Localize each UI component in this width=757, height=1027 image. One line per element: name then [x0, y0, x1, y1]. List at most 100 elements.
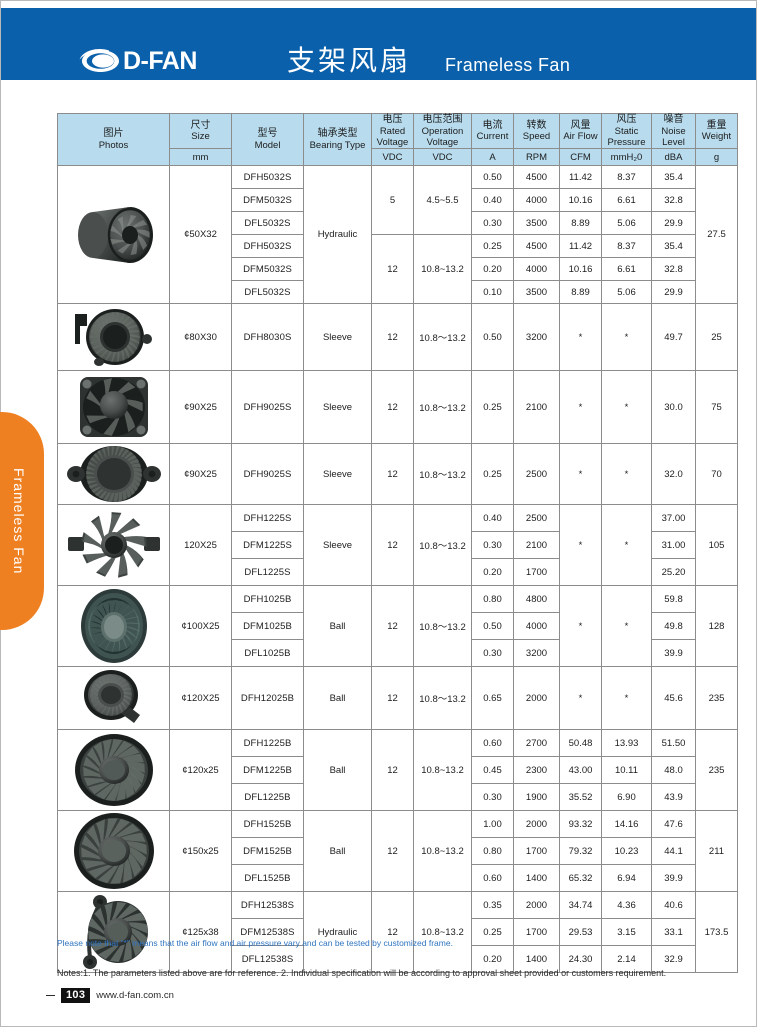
speed-cell: 3500 — [513, 280, 560, 305]
operation-voltage-cell: 10.8～13.2 — [413, 303, 472, 372]
fan-photo-large-impeller — [73, 813, 154, 890]
air-flow-cell: * — [559, 370, 602, 445]
current-cell: 0.20 — [471, 558, 514, 587]
footer-website-url: www.d-fan.com.cn — [96, 990, 174, 1001]
weight-cell: 25 — [695, 303, 738, 372]
weight-cell: 70 — [695, 443, 738, 506]
fan-model-cell: DFM5032S — [231, 188, 304, 213]
noise-level-cell: 32.9 — [651, 945, 696, 974]
noise-level-cell: 32.0 — [651, 443, 696, 506]
col-header-en: Speed — [522, 131, 551, 143]
fan-size-cell: ¢150x25 — [169, 810, 232, 893]
current-cell: 0.30 — [471, 639, 514, 668]
operation-voltage-cell: 4.5~5.5 — [413, 165, 472, 236]
speed-cell: 4000 — [513, 188, 560, 213]
col-header-en: Photos — [98, 139, 129, 151]
col-header-en: Noise Level — [661, 125, 686, 148]
noise-level-cell: 59.8 — [651, 585, 696, 614]
air-flow-cell: 10.16 — [559, 257, 602, 282]
noise-level-cell: 29.9 — [651, 280, 696, 305]
speed-cell: 4000 — [513, 257, 560, 282]
col-header-cn: 轴承类型 — [317, 128, 358, 140]
table-row: ¢120X25 DFH12025B Ball 12 10.8～13.2 0.65 2000 *… — [57, 666, 738, 731]
rated-voltage-cell: 12 — [371, 504, 414, 587]
speed-cell: 1900 — [513, 783, 560, 812]
current-cell: 0.50 — [471, 165, 514, 190]
static-pressure-cell: 2.14 — [601, 945, 652, 974]
col-unit-air-flow: CFM — [559, 148, 602, 167]
air-flow-cell: 79.32 — [559, 837, 602, 866]
page-footer: 103 www.d-fan.com.cn — [46, 988, 174, 1003]
dfan-swoosh-logo-icon — [79, 48, 119, 72]
speed-cell: 3500 — [513, 211, 560, 236]
col-unit-operation-voltage: VDC — [413, 148, 472, 167]
current-cell: 0.40 — [471, 188, 514, 213]
fan-photo-cell — [57, 303, 170, 372]
rated-voltage-cell: 12 — [371, 234, 414, 305]
fan-model-cell: DFL12538S — [231, 945, 304, 974]
current-cell: 0.25 — [471, 370, 514, 445]
current-cell: 0.20 — [471, 945, 514, 974]
col-header-current: 电流 Current — [471, 112, 514, 150]
current-cell: 0.25 — [471, 234, 514, 259]
air-flow-cell: * — [559, 443, 602, 506]
rated-voltage-cell: 12 — [371, 666, 414, 731]
brand-logo-text: D-FAN — [123, 46, 197, 75]
fan-model-cell: DFL1025B — [231, 639, 304, 668]
static-pressure-cell: * — [601, 666, 652, 731]
col-unit-current: A — [471, 148, 514, 167]
fan-model-cell: DFH5032S — [231, 234, 304, 259]
fan-photo-cell — [57, 666, 170, 731]
col-header-en: Bearing Type — [309, 139, 366, 151]
static-pressure-cell: 14.16 — [601, 810, 652, 839]
weight-cell: 27.5 — [695, 165, 738, 305]
current-cell: 0.30 — [471, 211, 514, 236]
fan-model-cell: DFH1525B — [231, 810, 304, 839]
operation-voltage-cell: 10.8～13.2 — [413, 504, 472, 587]
col-header-cn: 重量 — [706, 119, 727, 131]
noise-level-cell: 48.0 — [651, 756, 696, 785]
col-header-cn: 转数 — [526, 119, 547, 131]
noise-level-cell: 47.6 — [651, 810, 696, 839]
noise-level-cell: 45.6 — [651, 666, 696, 731]
static-pressure-cell: * — [601, 303, 652, 372]
col-header-en: Model — [254, 139, 281, 151]
speed-cell: 2000 — [513, 666, 560, 731]
fan-model-cell: DFL5032S — [231, 211, 304, 236]
current-cell: 0.25 — [471, 918, 514, 947]
col-header-en: Static Pressure — [607, 125, 646, 148]
bearing-type-cell: Hydraulic — [303, 165, 372, 305]
noise-level-cell: 33.1 — [651, 918, 696, 947]
noise-level-cell: 40.6 — [651, 891, 696, 920]
noise-level-cell: 39.9 — [651, 864, 696, 893]
noise-level-cell: 30.0 — [651, 370, 696, 445]
fan-model-cell: DFH1225S — [231, 504, 304, 533]
speed-cell: 3200 — [513, 303, 560, 372]
bearing-type-cell: Ball — [303, 585, 372, 668]
col-unit-weight: g — [695, 148, 738, 167]
rated-voltage-cell: 12 — [371, 443, 414, 506]
rated-voltage-cell: 12 — [371, 729, 414, 812]
current-cell: 0.20 — [471, 257, 514, 282]
fan-model-cell: DFH9025S — [231, 370, 304, 445]
general-notes: Notes:1. The parameters listed above are… — [57, 968, 667, 978]
current-cell: 0.50 — [471, 303, 514, 372]
speed-cell: 4500 — [513, 234, 560, 259]
table-row: ¢90X25 DFH9025S Sleeve 12 10.8～13.2 0.25 2500 *… — [57, 443, 738, 506]
table-row: DFM1225B 0.45 2300 43.00 10.11 48.0 — [58, 756, 738, 785]
bearing-type-cell: Sleeve — [303, 443, 372, 506]
air-flow-cell: 8.89 — [559, 211, 602, 236]
fan-specification-table: 图片 Photos 尺寸 Size 型号 Model 轴承类型 Bearing Type 电压 R… — [57, 112, 738, 974]
footer-dash-decoration — [46, 995, 55, 996]
operation-voltage-cell: 10.8～13.2 — [413, 443, 472, 506]
table-header: 图片 Photos 尺寸 Size 型号 Model 轴承类型 Bearing Type 电压 R… — [57, 112, 738, 167]
fan-photo-compact-blower — [83, 670, 140, 724]
table-row: DFM5032S 0.40 4000 10.16 6.61 32.8 — [58, 188, 738, 213]
col-header-en: Air Flow — [563, 131, 598, 143]
rated-voltage-cell: 12 — [371, 891, 414, 974]
fan-photo-deep-bowl — [80, 589, 147, 664]
table-row: DFM5032S 0.20 4000 10.16 6.61 32.8 — [58, 257, 738, 282]
operation-voltage-cell: 10.8～13.2 — [413, 585, 472, 668]
fan-photo-cell — [57, 585, 170, 668]
operation-voltage-cell: 10.8~13.2 — [413, 810, 472, 893]
